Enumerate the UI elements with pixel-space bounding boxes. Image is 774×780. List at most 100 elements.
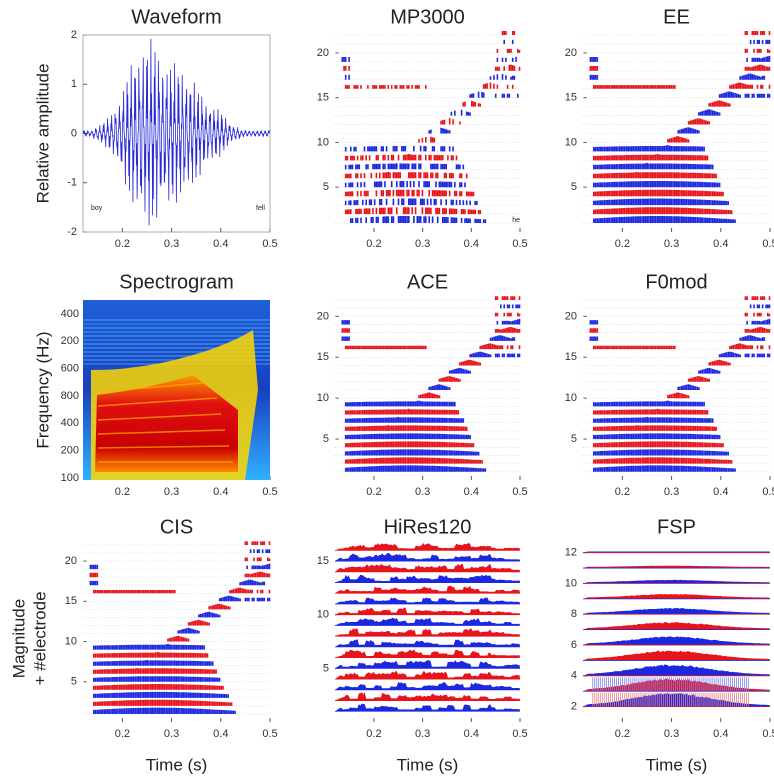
pulse-train <box>344 425 468 431</box>
pulse-train <box>187 619 210 626</box>
pulse-train <box>428 127 451 134</box>
y-tick-label: 5 <box>323 181 329 193</box>
channel-envelope <box>335 628 520 637</box>
x-tick-label: 0.3 <box>664 486 679 498</box>
pulse-train <box>494 312 521 317</box>
pulse-train <box>708 100 731 107</box>
harmonic <box>97 381 214 393</box>
y-tick-label: 0 <box>71 127 77 139</box>
channel-envelope <box>583 678 770 692</box>
x-tick-label: 0.2 <box>366 486 381 498</box>
pulse-train <box>593 433 721 440</box>
pulse-train <box>344 171 468 179</box>
pulse-train <box>93 684 224 690</box>
pulse-train <box>198 611 221 618</box>
x-tick-label: 0.4 <box>464 486 479 498</box>
x-tick-label: 0.5 <box>762 238 774 250</box>
x-tick-label: 0.2 <box>115 728 130 740</box>
pulse-train <box>93 651 209 658</box>
pulse-train <box>593 82 771 89</box>
pulse-train <box>89 563 271 570</box>
channel-envelope <box>335 703 520 712</box>
pulse-train <box>593 198 729 206</box>
x-tick-label: 0.2 <box>115 238 130 250</box>
x-tick-label: 0.2 <box>366 728 381 740</box>
pulse-train <box>698 109 721 116</box>
panel: Spectrogram Frequency (Hz) 0.2 0.3 0.4 0.5 100… <box>33 271 277 498</box>
x-tick-label: 0.3 <box>164 238 179 250</box>
channel-envelope <box>583 622 770 630</box>
panel: MP3000 0.2 0.3 0.4 0.5 5 10 15 20 he <box>317 6 528 250</box>
pulse-train <box>503 39 514 44</box>
pulse-train <box>744 312 771 317</box>
y-tick-label: 2 <box>71 29 77 41</box>
x-axis-label: Time (s) <box>397 755 459 774</box>
channel-envelope <box>583 692 770 707</box>
y-tick-label: 15 <box>565 351 577 363</box>
pulse-train <box>593 449 729 456</box>
panel-title: CIS <box>160 516 193 538</box>
pulse-train <box>677 127 700 134</box>
annotation: he <box>512 217 520 224</box>
y-tick-label: 10 <box>317 609 329 621</box>
panel-title: FSP <box>657 516 696 538</box>
y-tick-label: 600 <box>61 363 79 375</box>
fine-structure-pulses <box>592 677 749 692</box>
x-tick-label: 0.5 <box>262 486 277 498</box>
x-tick-label: 0.2 <box>615 728 630 740</box>
channel-envelope <box>335 553 520 562</box>
pulse-train <box>593 154 709 161</box>
pulse-train <box>593 457 733 464</box>
pulse-train <box>438 376 461 382</box>
pulse-train <box>593 207 733 215</box>
pulse-train <box>344 457 483 464</box>
panel-title: Waveform <box>131 6 221 28</box>
channel-envelope <box>335 671 520 680</box>
panel-title: EE <box>663 6 690 28</box>
y-tick-label: 15 <box>65 595 77 607</box>
annotation: boy <box>91 205 103 212</box>
pulse-train <box>593 425 717 431</box>
x-tick-label: 0.5 <box>762 728 774 740</box>
harmonic <box>97 445 230 449</box>
y-tick-label: 12 <box>565 547 577 559</box>
x-tick-label: 0.2 <box>615 238 630 250</box>
pulse-train <box>344 408 459 415</box>
panel-title: MP3000 <box>390 6 465 28</box>
y-axis-label: Relative amplitude <box>33 64 52 204</box>
waveform-trace <box>82 38 270 226</box>
panel: ACE 0.2 0.3 0.4 0.5 5 10 15 20 <box>317 271 528 498</box>
pulse-train <box>749 304 771 309</box>
pulse-train <box>89 571 271 578</box>
y-tick-label: 20 <box>565 47 577 59</box>
x-tick-label: 0.5 <box>262 728 277 740</box>
y-tick-label: 10 <box>565 577 577 589</box>
y-axis-label: Frequency (Hz) <box>33 331 52 448</box>
pulse-train <box>593 416 714 423</box>
pulse-train <box>93 691 229 698</box>
pulse-train <box>344 207 482 215</box>
pulse-train <box>343 64 521 71</box>
channel-envelope <box>583 579 770 584</box>
pulse-train <box>718 351 771 358</box>
y-tick-label: 5 <box>323 433 329 445</box>
pulse-train <box>708 359 731 366</box>
channel-envelope <box>335 617 520 626</box>
x-tick-label: 0.5 <box>512 486 527 498</box>
pulse-train <box>589 55 771 62</box>
pulse-train <box>589 64 771 71</box>
channel-envelope <box>583 565 770 569</box>
pulse-train <box>469 351 521 358</box>
pulse-train <box>418 136 436 143</box>
channel-envelope <box>335 681 520 690</box>
pulse-train <box>450 109 471 116</box>
pulse-train <box>350 216 487 223</box>
panel-title: F0mod <box>645 271 707 293</box>
x-tick-label: 0.5 <box>262 238 277 250</box>
pulse-train <box>667 392 690 399</box>
y-tick-label: 20 <box>317 310 329 322</box>
pulse-train <box>344 465 487 472</box>
channel-envelope <box>335 692 520 701</box>
pulse-train <box>593 181 721 188</box>
channel-envelope <box>583 636 770 646</box>
